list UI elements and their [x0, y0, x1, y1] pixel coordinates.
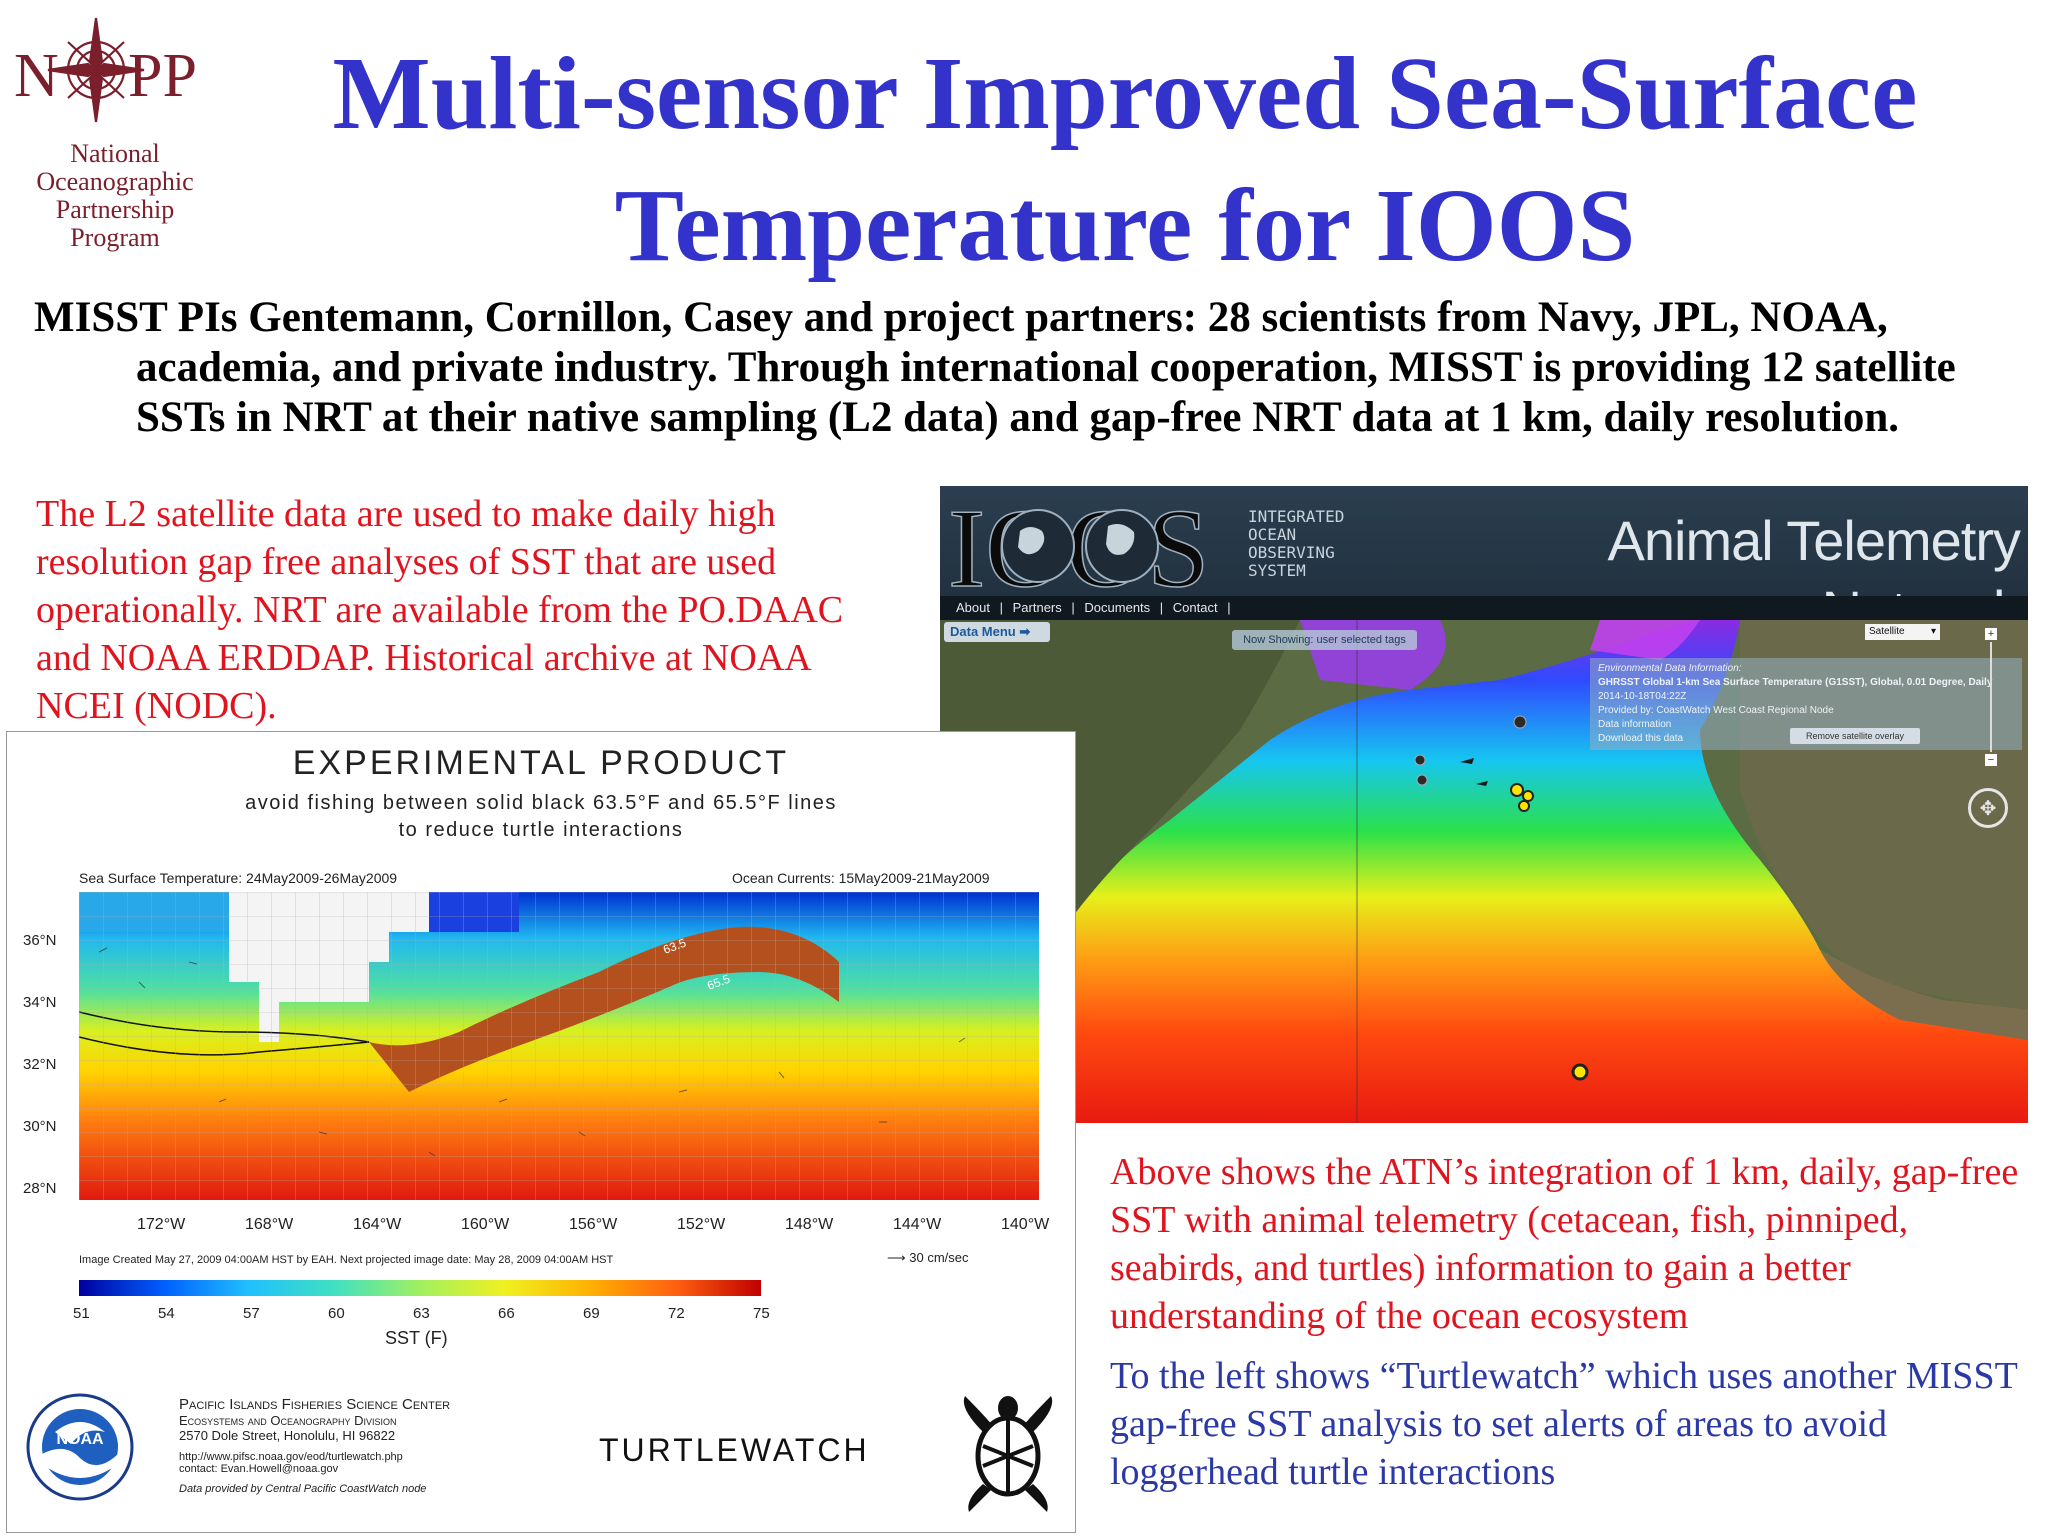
colorbar-tick: 69: [583, 1305, 600, 1322]
lon-tick: 140°W: [1001, 1216, 1050, 1233]
pan-control-icon[interactable]: ✥: [1968, 788, 2008, 828]
zoom-in-button[interactable]: +: [1985, 628, 1997, 640]
lat-tick: 32°N: [23, 1056, 57, 1073]
data-information-link[interactable]: Data information: [1598, 719, 1672, 730]
svg-text:N: N: [14, 42, 59, 110]
currents-date-label: Ocean Currents: 15May2009-21May2009: [732, 870, 990, 886]
layer-select[interactable]: Satellite ▾: [1865, 624, 1940, 640]
logo-text: National Oceanographic Partnership Progr…: [36, 139, 194, 252]
division-name: Ecosystems and Oceanography Division: [179, 1413, 397, 1428]
atn-screenshot: IOOS INTEGRATED OCEAN OBSERVING SYSTEM A…: [940, 486, 2028, 1123]
turtlewatch-description: To the left shows “Turtlewatch” which us…: [1110, 1355, 2018, 1493]
colorbar-tick: 72: [668, 1305, 685, 1322]
contact-email[interactable]: contact: Evan.Howell@noaa.gov: [179, 1463, 339, 1475]
noaa-logo-icon: NOAA: [26, 1393, 134, 1501]
intro-paragraph: MISST PIs Gentemann, Cornillon, Casey an…: [34, 294, 1956, 441]
center-name: Pacific Islands Fisheries Science Center: [179, 1396, 451, 1413]
lat-tick: 34°N: [23, 994, 57, 1011]
nopp-logo: N PP National Oceanographic Partnership …: [10, 10, 220, 255]
arrow-right-icon: ⟶: [887, 1250, 906, 1265]
atn-sst-map[interactable]: Data Menu ➡ Now Showing: user selected t…: [940, 620, 2028, 1123]
now-showing-banner: Now Showing: user selected tags: [1232, 630, 1417, 650]
lon-tick: 148°W: [785, 1216, 834, 1233]
nopp-compass-icon: N PP: [14, 17, 197, 123]
svg-text:NOAA: NOAA: [56, 1431, 104, 1448]
turtlewatch-url[interactable]: http://www.pifsc.noaa.gov/eod/turtlewatc…: [179, 1451, 403, 1463]
turtle-icon: [963, 1396, 1053, 1512]
atn-description: Above shows the ATN’s integration of 1 k…: [1110, 1151, 2019, 1337]
lon-tick: 164°W: [353, 1216, 402, 1233]
sst-date-label: Sea Surface Temperature: 24May2009-26May…: [79, 870, 398, 886]
sst-colorbar: [79, 1280, 761, 1296]
subheader-2: to reduce turtle interactions: [398, 819, 684, 841]
remove-overlay-button[interactable]: Remove satellite overlay: [1790, 728, 1920, 744]
data-provided-note: Data provided by Central Pacific CoastWa…: [179, 1483, 427, 1495]
colorbar-tick: 51: [73, 1305, 90, 1322]
l2-description: The L2 satellite data are used to make d…: [36, 493, 844, 727]
lon-tick: 152°W: [677, 1216, 726, 1233]
lon-tick: 168°W: [245, 1216, 294, 1233]
colorbar-label: SST (F): [385, 1328, 448, 1348]
svg-text:IOOS: IOOS: [948, 487, 1209, 596]
atn-header: IOOS INTEGRATED OCEAN OBSERVING SYSTEM A…: [940, 486, 2028, 642]
turtlewatch-panel: EXPERIMENTAL PRODUCT avoid fishing betwe…: [6, 731, 1076, 1533]
arrow-right-icon: ➡: [1019, 624, 1031, 639]
lon-tick: 144°W: [893, 1216, 942, 1233]
svg-text:PP: PP: [128, 42, 197, 110]
title-line-2: Temperature for IOOS: [614, 168, 1636, 283]
colorbar-tick: 54: [158, 1305, 175, 1322]
page-title: Multi-sensor Improved Sea-Surface Temper…: [225, 28, 2025, 292]
pifsc-info: Pacific Islands Fisheries Science Center…: [179, 1396, 579, 1495]
zoom-slider[interactable]: + −: [1985, 628, 1997, 768]
lat-tick: 30°N: [23, 1118, 57, 1135]
experimental-header: EXPERIMENTAL PRODUCT: [292, 744, 790, 782]
title-line-1: Multi-sensor Improved Sea-Surface: [332, 36, 1918, 151]
atn-menu-bar: About | Partners | Documents | Contact |: [940, 596, 2028, 620]
lon-tick: 160°W: [461, 1216, 510, 1233]
menu-about[interactable]: About: [956, 600, 990, 615]
menu-documents[interactable]: Documents: [1084, 600, 1151, 615]
data-menu-button[interactable]: Data Menu ➡: [944, 622, 1050, 642]
colorbar-tick: 60: [328, 1305, 345, 1322]
image-created-note: Image Created May 27, 2009 04:00AM HST b…: [79, 1254, 614, 1266]
sst-map: 63.5 65.5: [79, 892, 1039, 1200]
ioos-subtitle: INTEGRATED OCEAN OBSERVING SYSTEM: [1248, 507, 1345, 580]
lon-tick: 172°W: [137, 1216, 186, 1233]
colorbar-tick: 57: [243, 1305, 260, 1322]
download-data-link[interactable]: Download this data: [1598, 733, 1684, 744]
colorbar-tick: 75: [753, 1305, 770, 1322]
chevron-down-icon: ▾: [1930, 626, 1936, 637]
lon-tick: 156°W: [569, 1216, 618, 1233]
turtlewatch-brand: TURTLEWATCH: [599, 1432, 870, 1468]
subheader-1: avoid fishing between solid black 63.5°F…: [245, 792, 837, 814]
scale-arrow: ⟶ 30 cm/sec: [887, 1250, 969, 1265]
address: 2570 Dole Street, Honolulu, HI 96822: [179, 1428, 396, 1443]
menu-contact[interactable]: Contact: [1172, 600, 1218, 615]
environmental-info-panel: Environmental Data Information: GHRSST G…: [1590, 658, 2022, 750]
menu-partners[interactable]: Partners: [1012, 600, 1062, 615]
zoom-out-button[interactable]: −: [1985, 754, 1997, 766]
colorbar-tick: 66: [498, 1305, 515, 1322]
colorbar-tick: 63: [413, 1305, 430, 1322]
lat-tick: 28°N: [23, 1180, 57, 1197]
lat-tick: 36°N: [23, 932, 57, 949]
